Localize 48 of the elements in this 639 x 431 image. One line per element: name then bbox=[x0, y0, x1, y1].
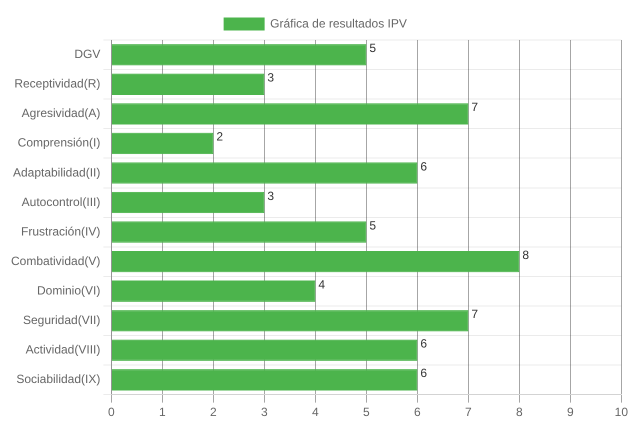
y-tick-label: Receptividad(R) bbox=[14, 76, 100, 91]
bar bbox=[112, 74, 264, 95]
x-tick-label: 7 bbox=[464, 405, 472, 420]
y-tick-label: Sociabilidad(IX) bbox=[16, 372, 100, 386]
x-tick-label: 0 bbox=[108, 405, 116, 420]
y-tick-label: Comprensión(I) bbox=[18, 136, 100, 150]
data-label: 6 bbox=[420, 366, 428, 380]
bar bbox=[112, 280, 316, 302]
bar bbox=[112, 192, 264, 214]
data-label: 6 bbox=[420, 159, 428, 174]
y-tick-label: Dominio(VI) bbox=[37, 283, 100, 298]
x-tick-label: 5 bbox=[363, 405, 370, 420]
y-tick-label: Combatividad(V) bbox=[10, 254, 100, 268]
y-tick-label: Actividad(VIII) bbox=[26, 342, 100, 357]
data-label: 4 bbox=[318, 277, 326, 292]
data-label: 5 bbox=[369, 41, 376, 56]
legend-label: Gráfica de resultados IPV bbox=[270, 16, 407, 30]
bar bbox=[112, 369, 418, 390]
y-tick-label: Adaptabilidad(II) bbox=[12, 165, 100, 180]
y-tick-label: Agresividad(A) bbox=[22, 106, 100, 120]
bar bbox=[112, 103, 468, 125]
bar bbox=[112, 132, 214, 154]
data-label: 5 bbox=[369, 218, 376, 232]
bar bbox=[112, 221, 366, 243]
x-tick-label: 4 bbox=[312, 405, 320, 420]
x-tick-label: 6 bbox=[414, 405, 421, 420]
x-tick-label: 10 bbox=[614, 405, 628, 420]
bar bbox=[112, 310, 468, 332]
x-tick-label: 9 bbox=[566, 405, 574, 420]
data-label: 7 bbox=[471, 100, 478, 114]
data-label: 2 bbox=[216, 130, 224, 144]
y-tick-label: Frustración(IV) bbox=[21, 224, 100, 238]
bar bbox=[112, 162, 418, 184]
y-tick-label: DGV bbox=[74, 47, 100, 62]
data-label: 3 bbox=[267, 70, 274, 85]
x-tick-label: 2 bbox=[210, 405, 218, 420]
y-tick-label: Seguridad(VII) bbox=[22, 313, 100, 328]
data-label: 3 bbox=[267, 188, 274, 203]
x-tick-label: 8 bbox=[516, 405, 523, 420]
x-tick-label: 1 bbox=[159, 405, 166, 420]
bar bbox=[112, 250, 520, 272]
bar bbox=[112, 44, 366, 66]
bar bbox=[112, 340, 418, 361]
data-label: 6 bbox=[420, 336, 428, 351]
x-tick-label: 3 bbox=[261, 405, 268, 420]
data-label: 8 bbox=[522, 248, 530, 262]
y-tick-label: Autocontrol(III) bbox=[22, 194, 100, 209]
data-label: 7 bbox=[471, 307, 478, 322]
